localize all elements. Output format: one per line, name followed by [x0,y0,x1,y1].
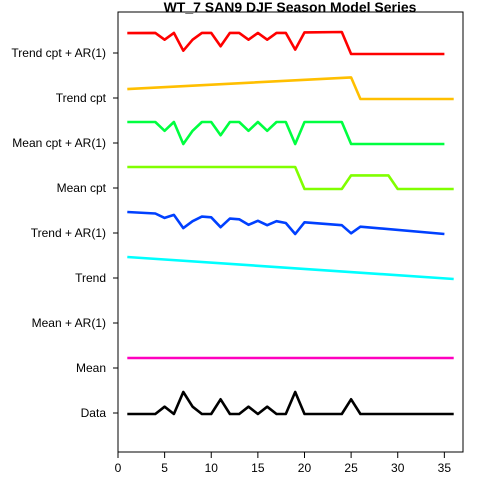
plot-frame [117,11,464,453]
row-label-mean-cpt: Mean cpt [57,181,107,195]
series-line-trend-cpt-ar-1 [127,30,445,56]
x-axis: 0 5 10 15 20 25 30 35 [115,452,452,475]
series-line-trend-cpt [127,76,454,101]
x-tick-label-25: 25 [344,461,358,475]
series-line-mean-cpt [127,165,454,191]
row-label-trend-ar-1: Trend + AR(1) [31,226,106,240]
row-label-trend-cpt-ar-1: Trend cpt + AR(1) [11,46,106,60]
x-tick-label-0: 0 [115,461,122,475]
series-line-data [127,390,454,416]
series-line-trend [127,255,454,281]
x-tick-label-10: 10 [205,461,219,475]
x-tick-label-15: 15 [251,461,265,475]
x-tick-label-20: 20 [298,461,312,475]
row-label-mean: Mean [76,361,106,375]
row-label-data: Data [81,406,107,420]
x-tick-label-35: 35 [438,461,452,475]
chart-title: WT_7 SAN9 DJF Season Model Series [164,0,417,15]
series-rows: Trend cpt + AR(1) Trend cpt Mean cpt + AR(… [11,30,454,420]
series-line-mean-cpt-ar-1 [127,120,445,146]
row-label-trend: Trend [75,271,106,285]
x-tick-label-5: 5 [161,461,168,475]
row-label-trend-cpt: Trend cpt [56,91,107,105]
row-label-mean-cpt-ar-1: Mean cpt + AR(1) [12,136,106,150]
series-line-trend-ar-1 [127,210,445,236]
row-label-mean-ar-1: Mean + AR(1) [32,316,106,330]
x-tick-label-30: 30 [391,461,405,475]
